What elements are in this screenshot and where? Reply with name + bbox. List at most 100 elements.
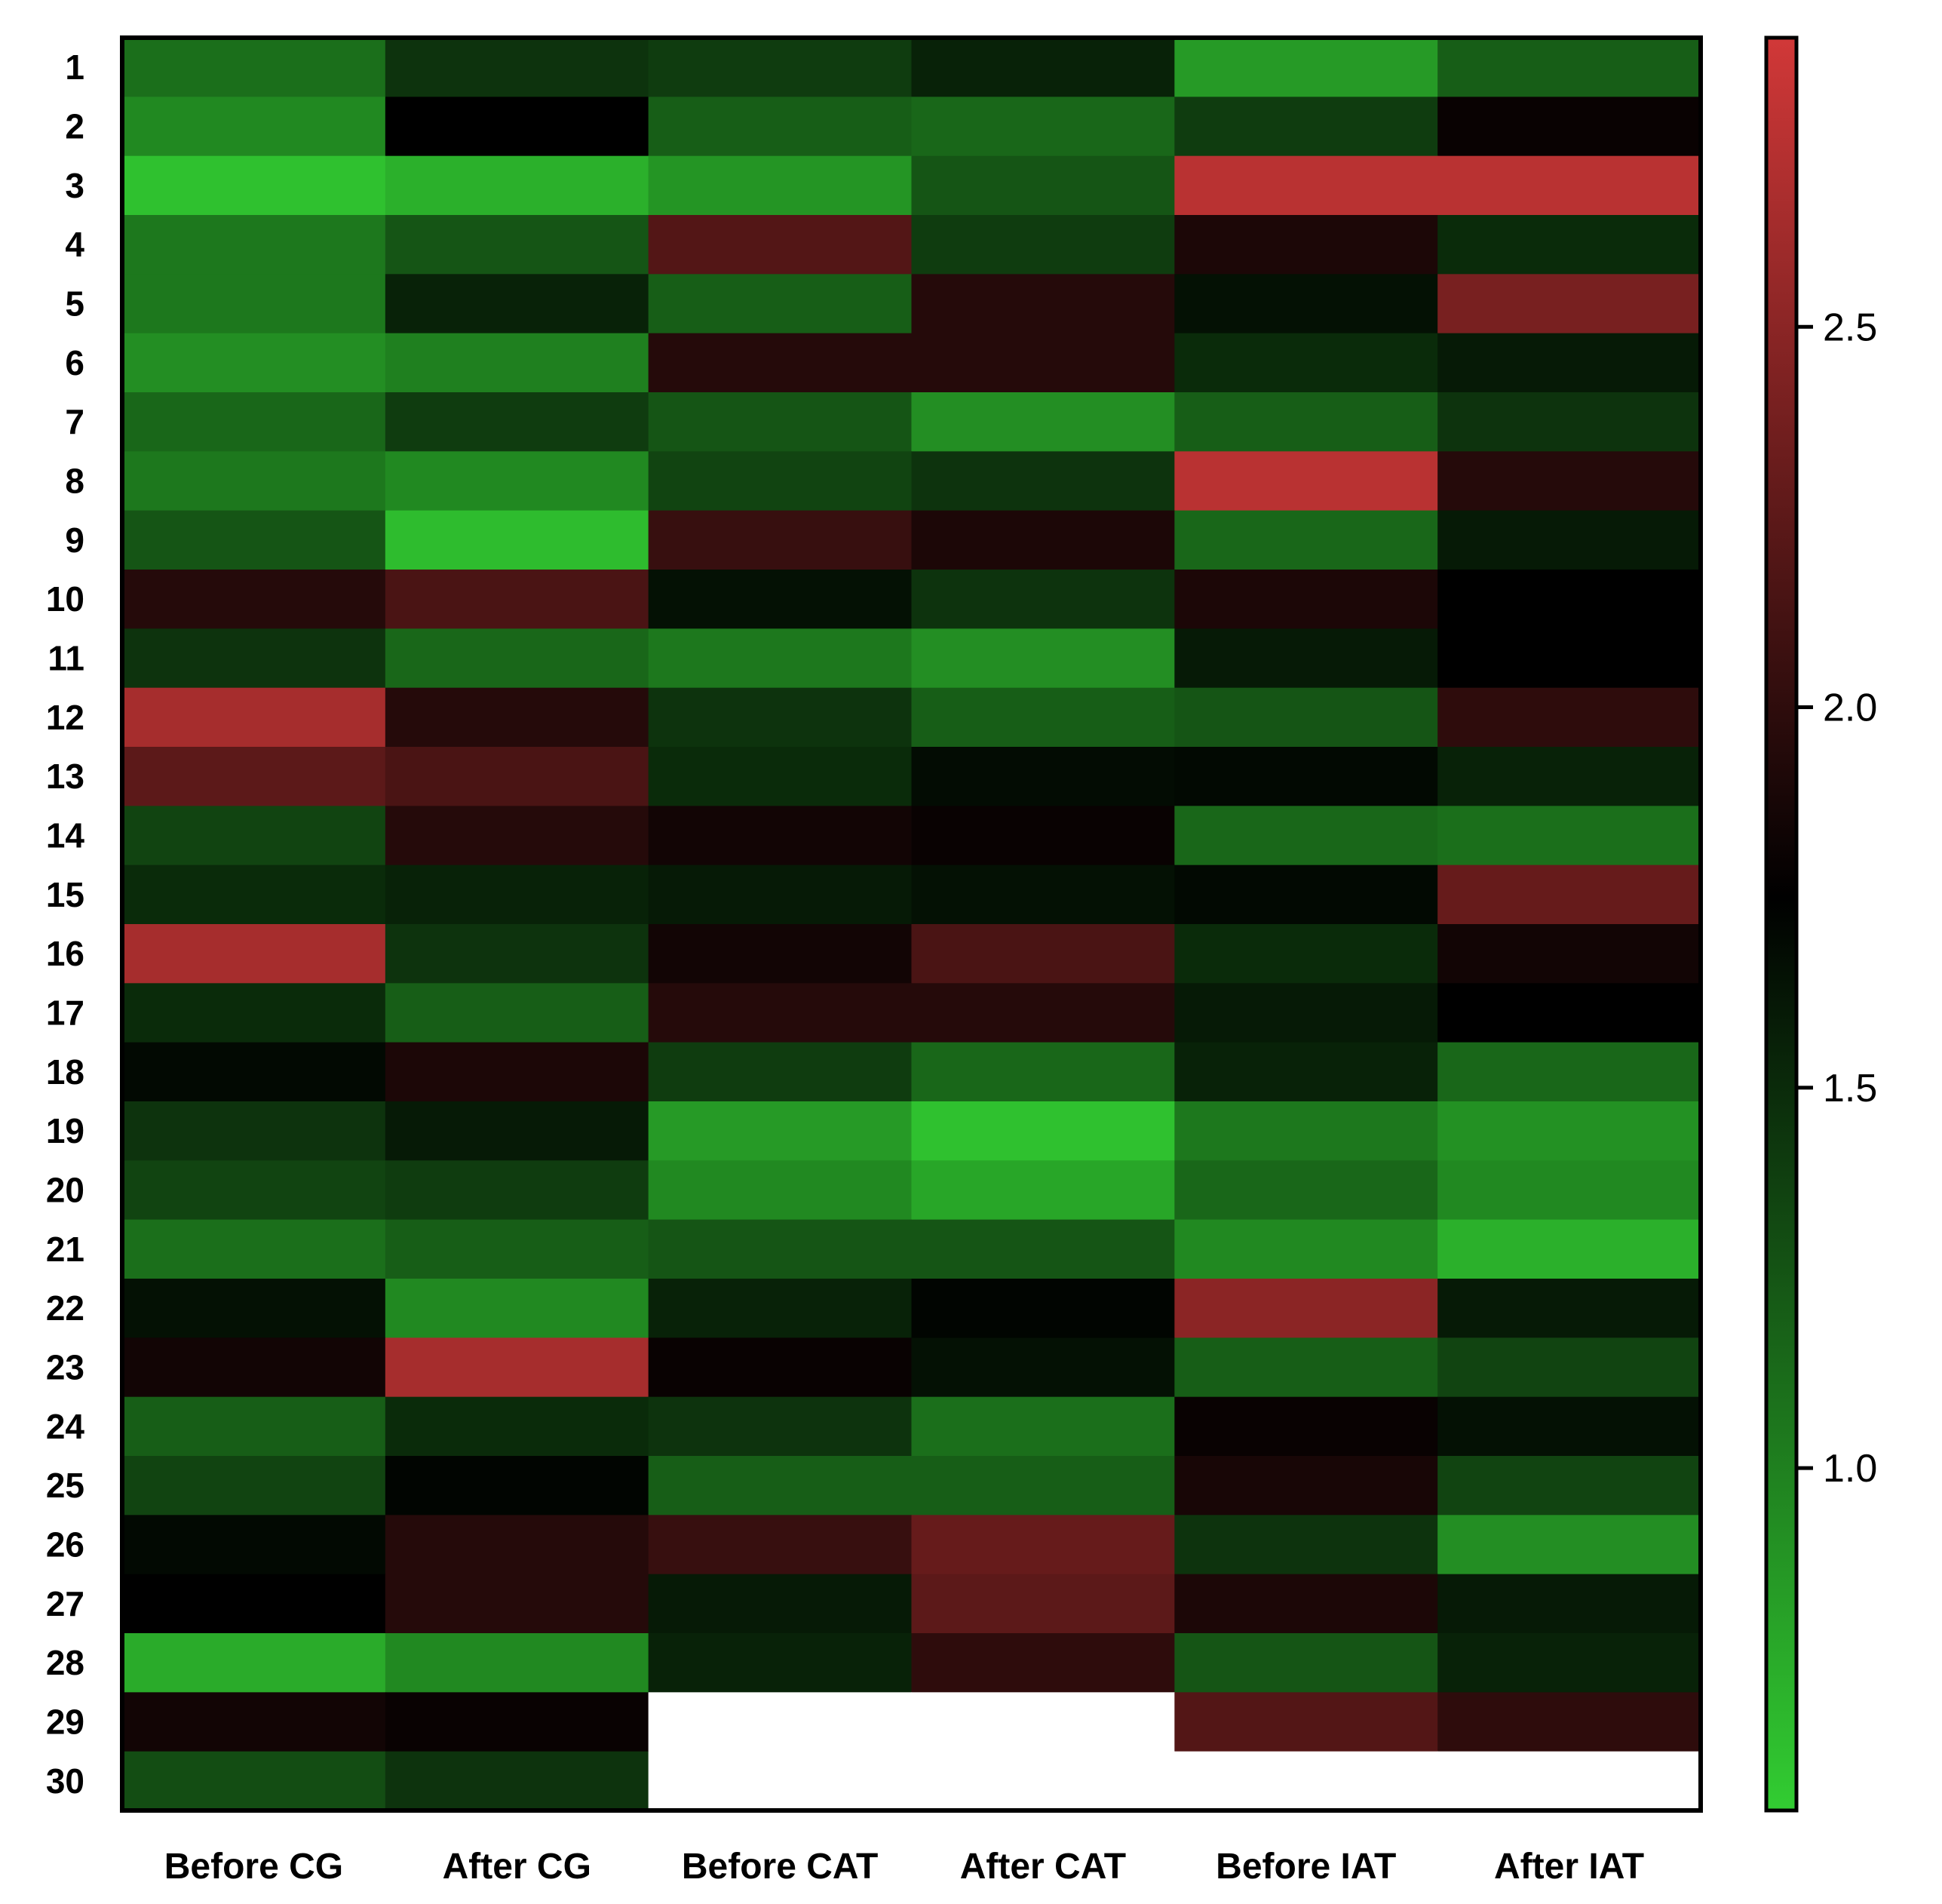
heatmap-cell-r14-c4 — [911, 806, 1175, 866]
row-label-21: 21 — [46, 1230, 84, 1269]
row-label-25: 25 — [46, 1466, 84, 1505]
column-labels: Before CG After CG Before CAT After CAT Befo… — [164, 1847, 1644, 1887]
heatmap-cell-r26-c3 — [648, 1515, 913, 1575]
heatmap-cell-r18-c1 — [122, 1042, 386, 1102]
heatmap-cell-r6-c2 — [385, 333, 649, 393]
heatmap-cell-r13-c6 — [1437, 747, 1701, 806]
colorbar-tick-label: 1.0 — [1823, 1447, 1877, 1491]
heatmap-cell-r20-c3 — [648, 1160, 913, 1221]
heatmap-cell-r15-c1 — [122, 864, 386, 925]
row-label-1: 1 — [65, 48, 84, 87]
heatmap-cell-r24-c4 — [911, 1396, 1175, 1457]
column-label-before-iat: Before IAT — [1216, 1847, 1396, 1887]
row-label-27: 27 — [46, 1584, 84, 1623]
heatmap-cell-r4-c1 — [122, 215, 386, 275]
heatmap-cell-r20-c2 — [385, 1160, 649, 1221]
heatmap-cell-r21-c2 — [385, 1219, 649, 1279]
heatmap-cell-r15-c2 — [385, 864, 649, 925]
column-label-before-cg: Before CG — [164, 1847, 343, 1887]
heatmap-cell-r20-c1 — [122, 1160, 386, 1221]
heatmap-cell-r25-c5 — [1174, 1456, 1438, 1516]
heatmap-cell-r23-c4 — [911, 1337, 1175, 1398]
heatmap-cell-r20-c6 — [1437, 1160, 1701, 1221]
heatmap-cell-r26-c5 — [1174, 1515, 1438, 1575]
heatmap-cell-r17-c6 — [1437, 983, 1701, 1043]
heatmap-cell-r29-c1 — [122, 1692, 386, 1752]
heatmap-cell-r23-c2 — [385, 1337, 649, 1398]
heatmap-cell-r10-c2 — [385, 570, 649, 629]
heatmap-cell-r13-c4 — [911, 747, 1175, 806]
heatmap-cell-r25-c4 — [911, 1456, 1175, 1516]
heatmap-cell-r26-c4 — [911, 1515, 1175, 1575]
heatmap-cell-r13-c3 — [648, 747, 913, 806]
heatmap-cell-r27-c1 — [122, 1574, 386, 1634]
heatmap-cell-r7-c5 — [1174, 392, 1438, 452]
heatmap-cell-r16-c4 — [911, 924, 1175, 984]
row-label-10: 10 — [46, 579, 84, 619]
heatmap-cell-r24-c1 — [122, 1396, 386, 1457]
heatmap-cell-r3-c2 — [385, 155, 649, 216]
heatmap-cell-r5-c2 — [385, 274, 649, 334]
heatmap-cell-r4-c5 — [1174, 215, 1438, 275]
heatmap-cell-r29-c4 — [911, 1692, 1175, 1752]
heatmap-cell-r12-c3 — [648, 687, 913, 748]
row-label-3: 3 — [65, 166, 84, 205]
row-label-12: 12 — [46, 698, 84, 737]
heatmap-cell-r4-c3 — [648, 215, 913, 275]
heatmap-cell-r23-c1 — [122, 1337, 386, 1398]
heatmap-cell-r12-c2 — [385, 687, 649, 748]
heatmap-cell-r17-c1 — [122, 983, 386, 1043]
column-label-after-cg: After CG — [443, 1847, 591, 1887]
heatmap-cell-r14-c6 — [1437, 806, 1701, 866]
row-label-7: 7 — [65, 402, 84, 441]
row-label-28: 28 — [46, 1643, 84, 1682]
heatmap-cell-r30-c2 — [385, 1751, 649, 1811]
heatmap-cell-r22-c6 — [1437, 1279, 1701, 1338]
heatmap-cell-r20-c4 — [911, 1160, 1175, 1221]
heatmap-cell-r1-c4 — [911, 38, 1175, 97]
heatmap-cell-r14-c1 — [122, 806, 386, 866]
row-label-18: 18 — [46, 1052, 84, 1092]
heatmap-cell-r9-c3 — [648, 510, 913, 570]
heatmap-cell-r28-c5 — [1174, 1633, 1438, 1693]
heatmap-cell-r8-c4 — [911, 451, 1175, 511]
heatmap-cell-r26-c1 — [122, 1515, 386, 1575]
row-label-5: 5 — [65, 284, 84, 324]
heatmap-cell-r7-c4 — [911, 392, 1175, 452]
heatmap-cell-r30-c4 — [911, 1751, 1175, 1811]
heatmap-cell-r19-c2 — [385, 1101, 649, 1161]
heatmap-cell-r30-c5 — [1174, 1751, 1438, 1811]
plot-frame — [120, 35, 1703, 1813]
row-label-13: 13 — [46, 757, 84, 796]
heatmap-cell-r30-c3 — [648, 1751, 913, 1811]
heatmap-cell-r5-c5 — [1174, 274, 1438, 334]
heatmap-cell-r2-c4 — [911, 97, 1175, 157]
row-label-24: 24 — [46, 1407, 85, 1446]
heatmap-cell-r24-c5 — [1174, 1396, 1438, 1457]
heatmap-cell-r11-c2 — [385, 628, 649, 689]
heatmap-cell-r22-c4 — [911, 1279, 1175, 1338]
heatmap-cell-r29-c3 — [648, 1692, 913, 1752]
heatmap-cell-r6-c5 — [1174, 333, 1438, 393]
heatmap-cell-r11-c1 — [122, 628, 386, 689]
heatmap-cell-r15-c4 — [911, 864, 1175, 925]
heatmap-cell-r1-c1 — [122, 38, 386, 97]
colorbar-tick-label: 2.0 — [1823, 686, 1877, 730]
heatmap-cell-r21-c6 — [1437, 1219, 1701, 1279]
heatmap-cell-r10-c3 — [648, 570, 913, 629]
heatmap-cell-r4-c2 — [385, 215, 649, 275]
row-label-15: 15 — [46, 875, 84, 914]
heatmap-cell-r19-c5 — [1174, 1101, 1438, 1161]
heatmap-cell-r3-c3 — [648, 155, 913, 216]
heatmap-cell-r26-c6 — [1437, 1515, 1701, 1575]
heatmap-cell-r19-c1 — [122, 1101, 386, 1161]
heatmap-cell-r6-c4 — [911, 333, 1175, 393]
heatmap-cell-r18-c6 — [1437, 1042, 1701, 1102]
column-label-after-cat: After CAT — [960, 1847, 1126, 1887]
heatmap-cell-r1-c5 — [1174, 38, 1438, 97]
colorbar-tick-label: 2.5 — [1823, 306, 1877, 349]
heatmap-cell-r2-c3 — [648, 97, 913, 157]
heatmap-cell-r2-c2 — [385, 97, 649, 157]
heatmap-cell-r11-c6 — [1437, 628, 1701, 689]
heatmap-cell-r15-c5 — [1174, 864, 1438, 925]
